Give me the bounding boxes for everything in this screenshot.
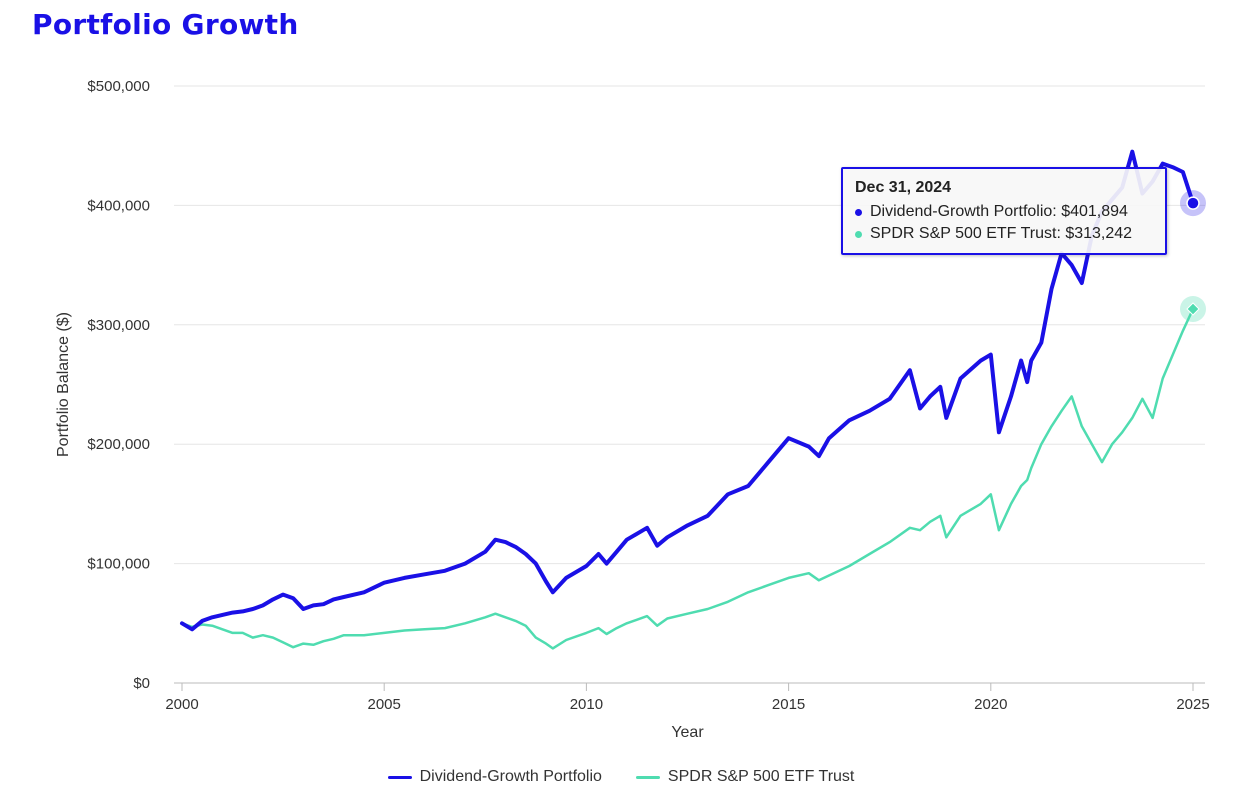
tooltip-benchmark-value: SPDR S&P 500 ETF Trust: $313,242 (870, 225, 1133, 242)
tooltip: Dec 31, 2024 Dividend-Growth Portfolio: … (841, 167, 1167, 255)
x-tick-label: 2020 (974, 696, 1007, 713)
legend-label-benchmark: SPDR S&P 500 ETF Trust (667, 768, 855, 785)
tooltip-date: Dec 31, 2024 (855, 179, 952, 196)
x-tick-label: 2010 (570, 696, 603, 713)
x-tick-label: 2015 (772, 696, 805, 713)
x-tick-label: 2025 (1176, 696, 1209, 713)
tooltip-row-portfolio: Dividend-Growth Portfolio: $401,894 (855, 201, 1153, 223)
y-tick-label: $200,000 (87, 436, 150, 453)
portfolio-line-icon (387, 775, 412, 779)
benchmark-series-line (180, 307, 1195, 650)
y-axis-title: Portfolio Balance ($) (55, 312, 72, 457)
benchmark-dot-icon (855, 230, 862, 238)
portfolio-marker (1186, 196, 1200, 210)
hover-markers (1180, 190, 1206, 322)
y-tick-label: $100,000 (87, 556, 150, 573)
y-tick-label: $400,000 (87, 197, 150, 214)
benchmark-line-icon (635, 775, 660, 779)
y-tick-label: $0 (133, 675, 150, 692)
benchmark-marker (1186, 302, 1200, 316)
legend-item-portfolio[interactable]: Dividend-Growth Portfolio (387, 768, 602, 786)
legend-item-benchmark[interactable]: SPDR S&P 500 ETF Trust (635, 768, 855, 786)
x-axis-title: Year (671, 724, 704, 741)
page-title: Portfolio Growth (32, 8, 299, 41)
legend-label-portfolio: Dividend-Growth Portfolio (419, 768, 602, 785)
x-axis-ticks: 2000 2005 2010 2015 2020 2025 (165, 683, 1210, 713)
y-axis-ticks: $0 $100,000 $200,000 $300,000 $400,000 $500,0… (87, 78, 150, 692)
tooltip-portfolio-value: Dividend-Growth Portfolio: $401,894 (870, 203, 1128, 220)
portfolio-dot-icon (855, 208, 862, 216)
portfolio-series-line (180, 149, 1195, 632)
y-tick-label: $500,000 (87, 78, 150, 95)
tooltip-row-benchmark: SPDR S&P 500 ETF Trust: $313,242 (855, 223, 1153, 245)
y-tick-label: $300,000 (87, 317, 150, 334)
series-lines (180, 149, 1195, 650)
x-tick-label: 2000 (165, 696, 198, 713)
chart-legend: Dividend-Growth Portfolio SPDR S&P 500 E… (0, 768, 1242, 786)
x-tick-label: 2005 (368, 696, 401, 713)
grid-lines (174, 85, 1205, 565)
